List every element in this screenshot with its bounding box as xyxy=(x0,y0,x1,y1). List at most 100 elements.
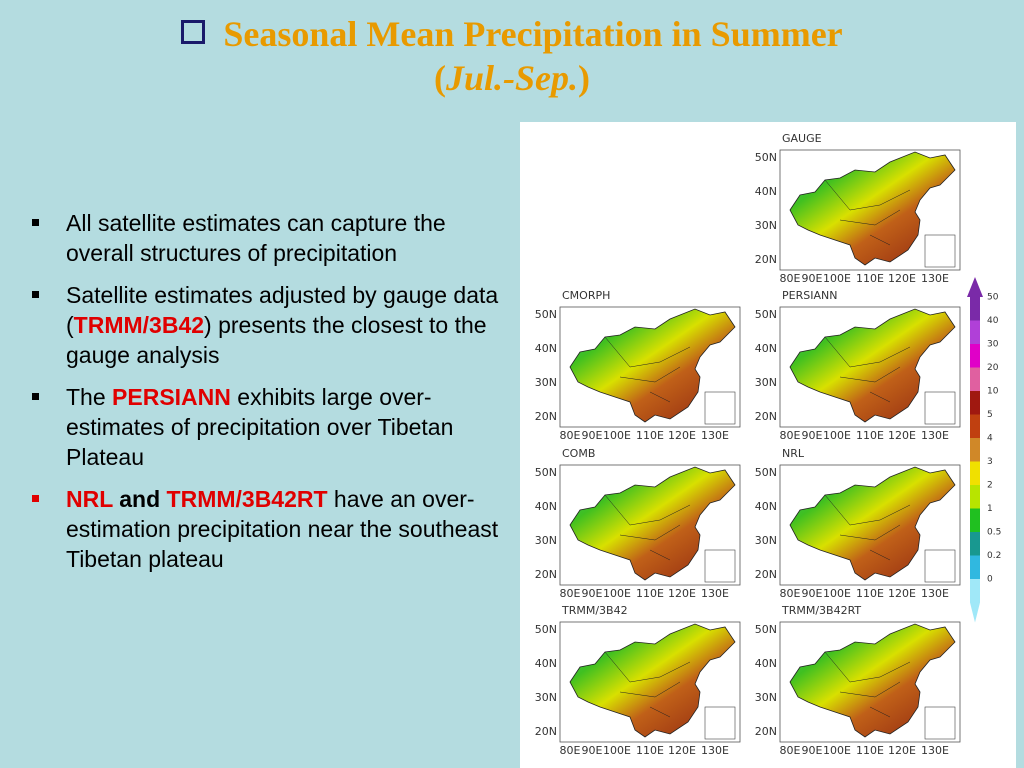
lon-label: 130E xyxy=(701,744,729,757)
lon-label: 120E xyxy=(668,587,696,600)
colorbar-label: 2 xyxy=(987,481,993,491)
colorbar-segment xyxy=(970,297,980,321)
inset-box xyxy=(924,234,956,268)
inset-box xyxy=(704,391,736,425)
lon-label: 120E xyxy=(888,272,916,285)
lon-label: 80E xyxy=(560,744,581,757)
lat-label: 50N xyxy=(755,466,777,479)
lon-label: 120E xyxy=(668,744,696,757)
bullet-text: NRL xyxy=(66,486,113,512)
colorbar-segment xyxy=(970,367,980,391)
lat-label: 30N xyxy=(535,534,557,547)
lon-label: 110E xyxy=(856,429,884,442)
lon-label: 120E xyxy=(668,429,696,442)
lon-label: 110E xyxy=(636,587,664,600)
lon-label: 80E xyxy=(780,744,801,757)
china-map xyxy=(789,466,956,581)
lat-label: 40N xyxy=(535,657,557,670)
colorbar-label: 0 xyxy=(987,575,993,585)
colorbar-label: 50 xyxy=(987,293,999,303)
lat-label: 50N xyxy=(535,466,557,479)
colorbar-segment xyxy=(970,485,980,509)
colorbar-segment xyxy=(970,579,980,603)
lon-label: 100E xyxy=(603,587,631,600)
panel-label: GAUGE xyxy=(782,132,822,145)
bullet-text: TRMM/3B42RT xyxy=(166,486,328,512)
lat-label: 50N xyxy=(755,308,777,321)
bullet-text: Satellite estimates adjusted by gauge da… xyxy=(66,282,499,338)
lat-label: 30N xyxy=(535,376,557,389)
lon-label: 110E xyxy=(856,272,884,285)
colorbar-label: 40 xyxy=(987,316,999,326)
province-lines xyxy=(824,179,911,246)
bullet-marker xyxy=(32,495,39,502)
colorbar-segment xyxy=(970,461,980,485)
title-text: ( xyxy=(433,58,446,98)
province-lines xyxy=(604,651,691,718)
bullet: The PERSIANN exhibits large over-estimat… xyxy=(30,382,500,472)
colorbar-segment xyxy=(970,344,980,368)
lat-label: 20N xyxy=(535,725,557,738)
colorbar-segment xyxy=(970,508,980,532)
province-lines xyxy=(604,336,691,403)
bullet-text: exhibits large over-estimates of precipi… xyxy=(66,384,454,470)
bullet-text: The xyxy=(66,384,113,410)
lat-label: 50N xyxy=(755,151,777,164)
province-lines xyxy=(824,651,911,718)
colorbar-segment xyxy=(970,555,980,579)
province-lines xyxy=(824,336,911,403)
lat-label: 30N xyxy=(755,219,777,232)
title-bullet xyxy=(181,20,206,44)
lat-label: 40N xyxy=(535,342,557,355)
china-map xyxy=(789,623,956,738)
bullet-list: All satellite estimates can capture the … xyxy=(30,208,500,586)
title-text: ) xyxy=(578,58,590,98)
colorbar-segment xyxy=(970,532,980,556)
panel-label: PERSIANN xyxy=(782,289,837,302)
lon-label: 100E xyxy=(823,429,851,442)
panel-label: NRL xyxy=(782,447,805,460)
panel-label: TRMM/3B42 xyxy=(561,604,628,617)
colorbar-label: 5 xyxy=(987,410,993,420)
lon-label: 110E xyxy=(856,744,884,757)
colorbar-label: 20 xyxy=(987,363,999,373)
lat-label: 30N xyxy=(755,376,777,389)
lon-label: 100E xyxy=(823,744,851,757)
bullet-text: ) presents the closest to the gauge anal… xyxy=(66,312,487,368)
lat-label: 50N xyxy=(535,308,557,321)
lon-label: 110E xyxy=(636,429,664,442)
colorbar-label: 30 xyxy=(987,340,999,350)
title-text: Jul.-Sep. xyxy=(445,58,578,98)
lat-label: 20N xyxy=(755,568,777,581)
title: Seasonal Mean Precipitation in Summer (J… xyxy=(0,12,1024,100)
lat-label: 40N xyxy=(535,500,557,513)
lon-label: 130E xyxy=(701,429,729,442)
colorbar-label: 10 xyxy=(987,387,999,397)
lon-label: 100E xyxy=(603,744,631,757)
china-map xyxy=(789,308,956,423)
lat-label: 50N xyxy=(535,623,557,636)
colorbar-label: 0.5 xyxy=(987,528,1001,538)
lon-label: 90E xyxy=(582,744,603,757)
bullet-text: TRMM/3B42 xyxy=(73,312,205,338)
lon-label: 90E xyxy=(802,429,823,442)
inset-box xyxy=(704,549,736,583)
inset-box xyxy=(704,706,736,740)
lon-label: 80E xyxy=(780,587,801,600)
colorbar-segment xyxy=(970,391,980,415)
bullet-text: have an over-estimation precipitation ne… xyxy=(66,486,499,572)
lat-label: 40N xyxy=(755,185,777,198)
lon-label: 110E xyxy=(856,587,884,600)
lat-label: 50N xyxy=(755,623,777,636)
title-line: Seasonal Mean Precipitation in Summer xyxy=(0,12,1024,56)
colorbar-arrow-top xyxy=(967,277,983,297)
lon-label: 80E xyxy=(560,587,581,600)
lat-label: 40N xyxy=(755,657,777,670)
panel-label: CMORPH xyxy=(562,289,610,302)
bullet-marker xyxy=(32,219,39,226)
lon-label: 80E xyxy=(780,429,801,442)
lat-label: 40N xyxy=(755,342,777,355)
lon-label: 90E xyxy=(582,587,603,600)
colorbar-label: 3 xyxy=(987,457,993,467)
